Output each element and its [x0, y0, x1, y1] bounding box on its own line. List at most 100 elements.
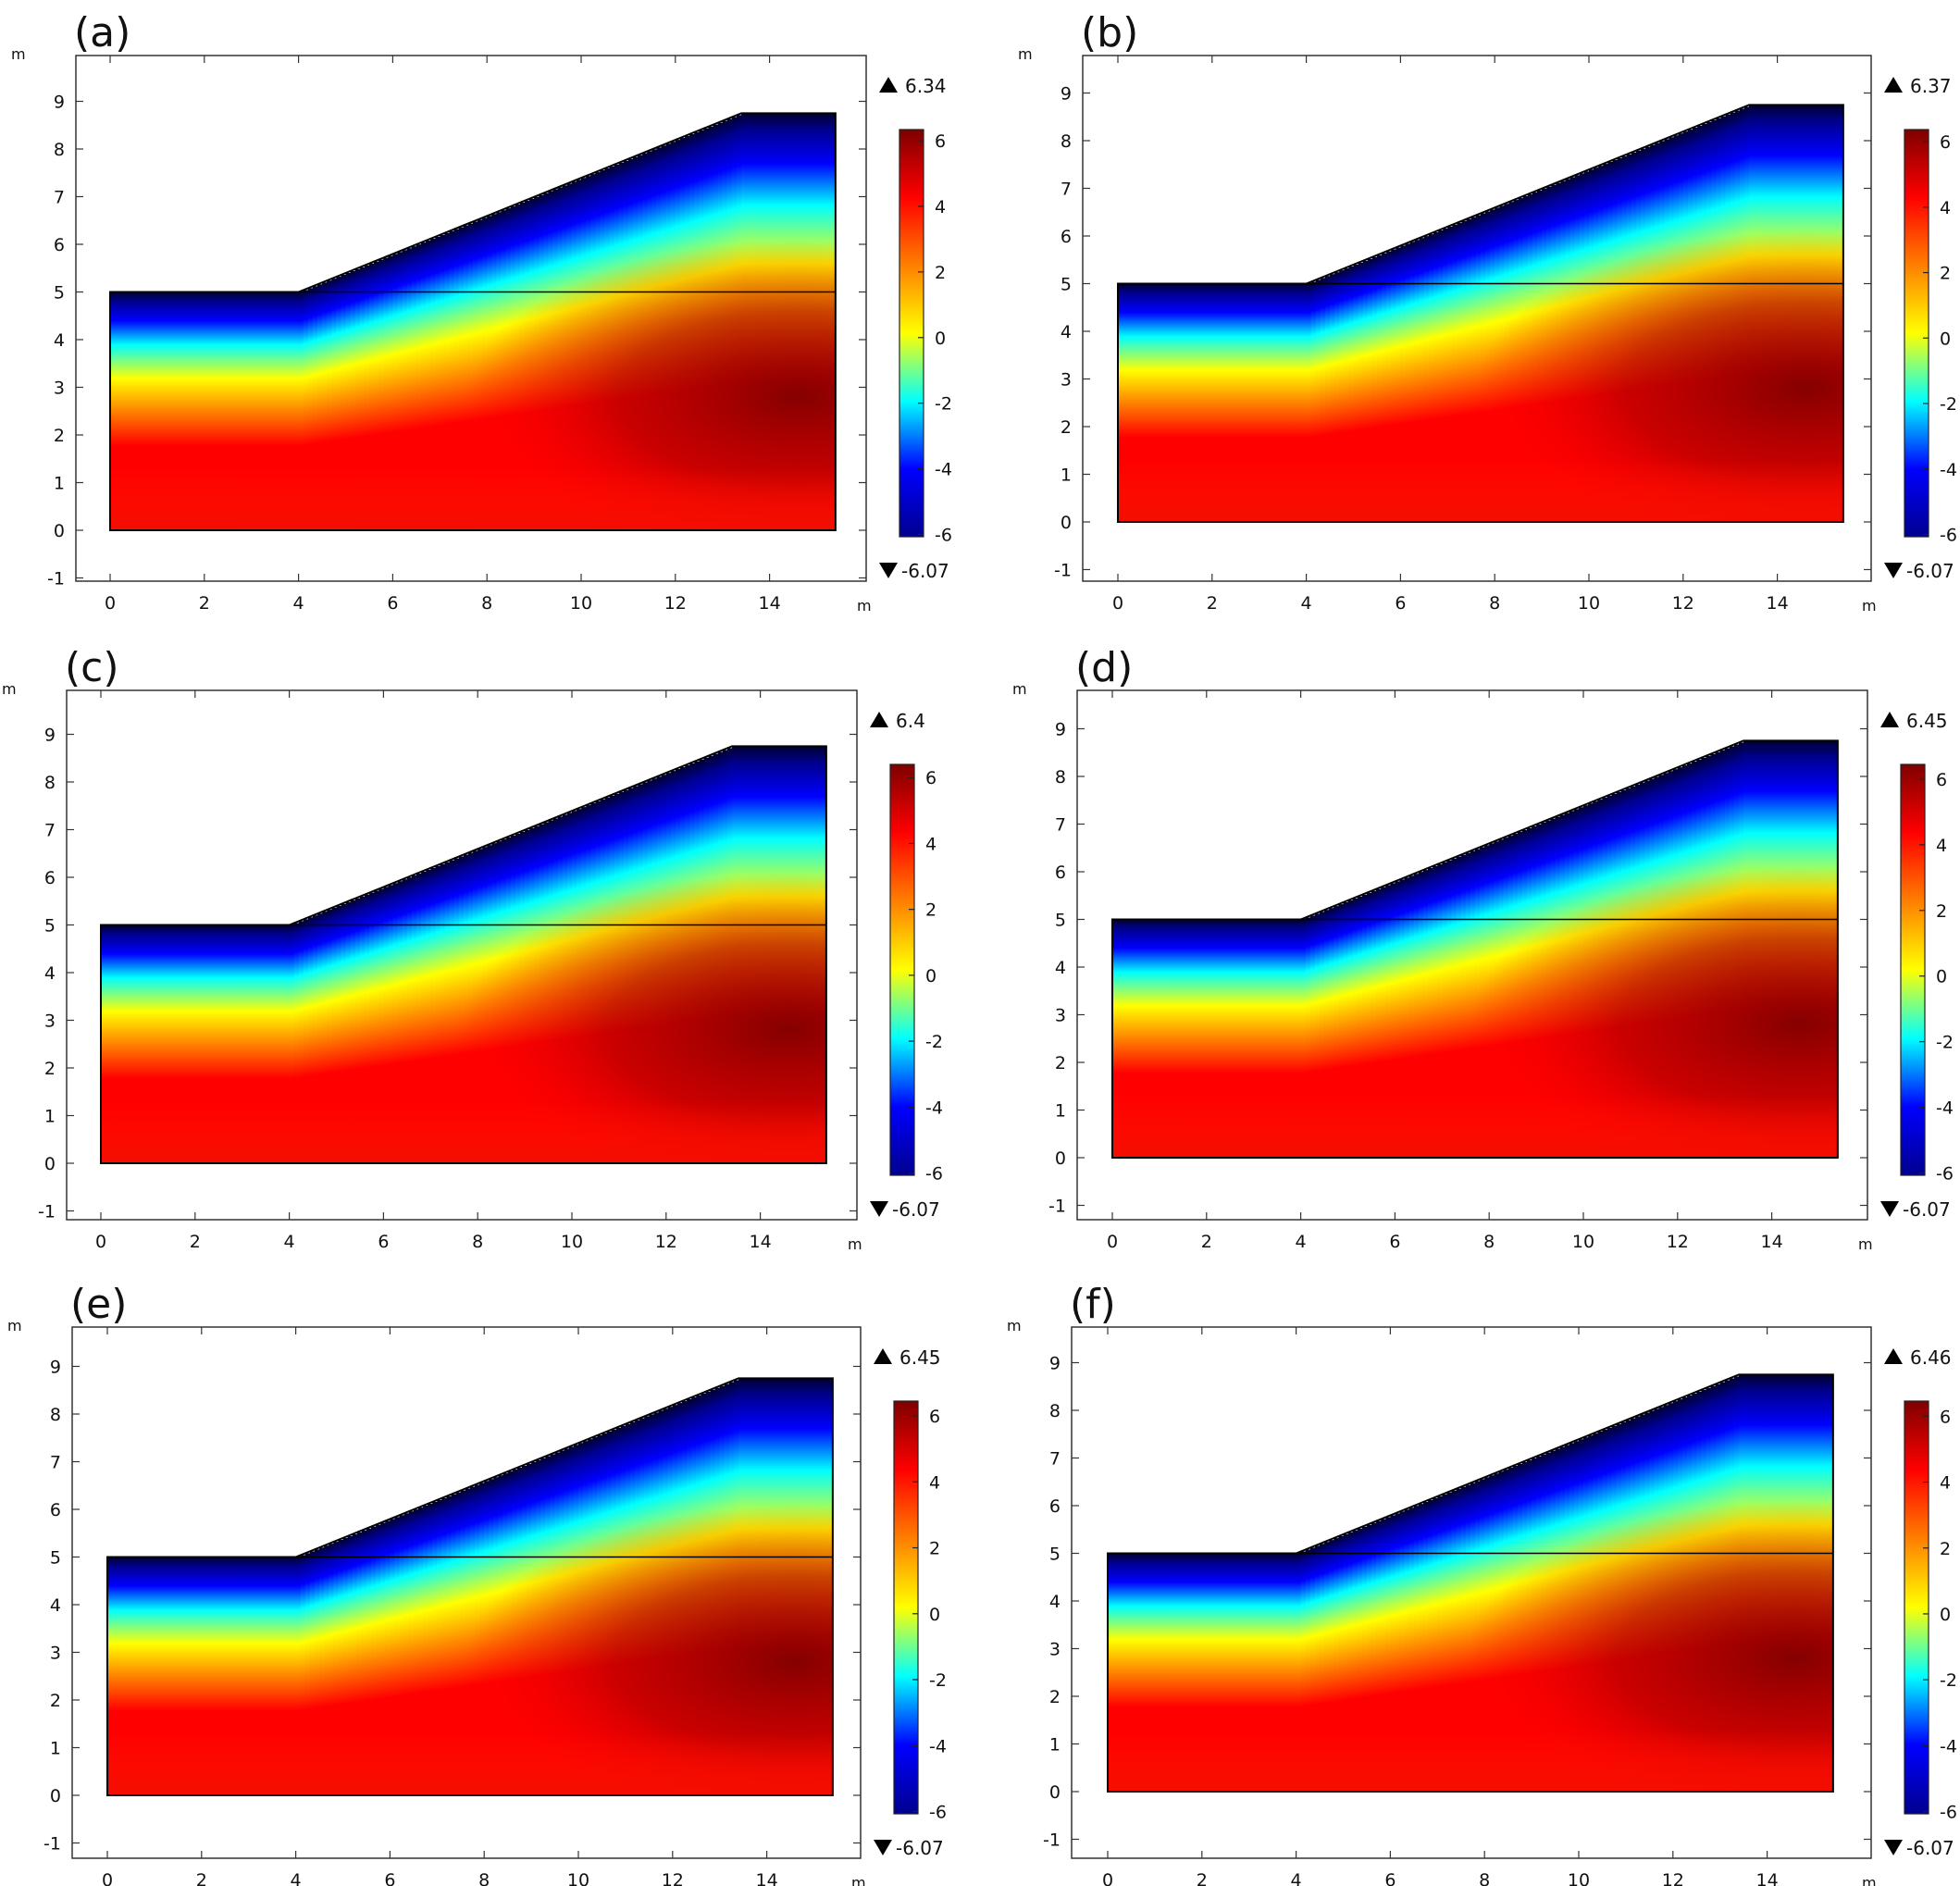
y-tick-label: 6: [44, 868, 56, 888]
y-tick-label: 4: [1055, 958, 1066, 978]
colorbar-tick-label: -6: [1940, 526, 1957, 546]
x-tick-label: 8: [1479, 1870, 1490, 1886]
y-tick-label: -1: [38, 1202, 56, 1222]
panel-label: (d): [1075, 644, 1133, 691]
min-triangle-icon: [870, 1201, 888, 1217]
colorbar-tick-label: 4: [925, 834, 937, 854]
x-tick-label: 0: [105, 593, 116, 614]
max-triangle-icon: [874, 1348, 892, 1364]
y-axis-unit: m: [1007, 1317, 1022, 1334]
y-tick-label: 3: [1055, 1006, 1066, 1026]
y-tick-label: 9: [1055, 720, 1066, 740]
x-tick-label: 10: [1578, 593, 1600, 614]
panel-c: (c)0 2 4 6 8 10 12 14-10123456789mm6420-2-4-66.…: [2, 644, 943, 1253]
y-axis-unit: m: [2, 680, 17, 698]
temperature-field: [1112, 740, 1838, 1158]
colorbar-tick-label: -2: [929, 1670, 947, 1691]
y-tick-label: 4: [54, 330, 65, 351]
colorbar-tick-label: -4: [1940, 1736, 1957, 1756]
x-axis-unit: m: [1858, 1235, 1873, 1253]
y-tick-label: 3: [44, 1011, 56, 1032]
x-axis-unit: m: [1862, 1874, 1877, 1886]
y-tick-label: 8: [50, 1405, 61, 1425]
x-tick-label: 0: [1107, 1232, 1118, 1252]
colorbar-tick-label: 0: [1940, 329, 1951, 349]
y-tick-label: -1: [43, 1834, 61, 1855]
min-triangle-icon: [879, 563, 898, 578]
x-tick-label: 0: [95, 1232, 106, 1252]
y-tick-label: 2: [1061, 417, 1072, 438]
x-tick-label: 12: [655, 1232, 677, 1252]
panel-b: (b)0 2 4 6 8 10 12 14-10123456789mm6420-2-4-66.…: [1018, 9, 1957, 614]
x-tick-label: 12: [662, 1870, 684, 1886]
min-triangle-icon: [1880, 1201, 1899, 1217]
y-tick-label: 9: [54, 93, 65, 113]
x-tick-label: 14: [756, 1870, 778, 1886]
x-tick-label: 10: [1568, 1870, 1590, 1886]
y-tick-label: 6: [54, 235, 65, 255]
y-tick-label: 9: [1049, 1354, 1061, 1374]
colorbar-tick-label: 0: [1936, 967, 1947, 987]
x-tick-label: 0: [1112, 593, 1123, 614]
x-tick-label: 2: [199, 593, 210, 614]
x-tick-label: 6: [1384, 1870, 1396, 1886]
colorbar-tick-label: -2: [935, 394, 952, 415]
colorbar-tick-label: -4: [935, 460, 952, 480]
x-tick-label: 10: [1572, 1232, 1594, 1252]
colorbar-tick-label: 2: [935, 263, 946, 283]
y-tick-label: -1: [47, 569, 65, 589]
y-tick-label: 7: [54, 188, 65, 208]
y-tick-label: 7: [1061, 180, 1072, 200]
y-tick-label: 4: [1049, 1592, 1061, 1612]
x-tick-label: 2: [190, 1232, 201, 1252]
colorbar-max-label: 6.46: [1910, 1346, 1952, 1369]
x-tick-label: 2: [1201, 1232, 1212, 1252]
max-triangle-icon: [1884, 1348, 1903, 1364]
y-tick-label: 1: [44, 1107, 56, 1127]
colorbar-tick-label: 6: [1936, 770, 1947, 790]
colorbar-tick-label: 6: [1940, 1407, 1951, 1427]
y-tick-label: 8: [44, 773, 56, 793]
y-tick-label: 0: [50, 1786, 61, 1806]
colorbar-tick-label: 0: [935, 329, 946, 349]
y-tick-label: 6: [1055, 862, 1066, 883]
colorbar-tick-label: 2: [1936, 901, 1947, 922]
y-tick-label: 0: [54, 521, 65, 541]
x-tick-label: 6: [378, 1232, 389, 1252]
y-axis-unit: m: [11, 45, 26, 63]
plot-frame: [1071, 1326, 1872, 1859]
y-tick-label: 3: [1061, 370, 1072, 391]
x-tick-label: 6: [387, 593, 398, 614]
colorbar-tick-label: 6: [925, 768, 937, 788]
colorbar: [899, 129, 924, 538]
y-tick-label: 7: [44, 821, 56, 841]
colorbar-tick-label: -4: [925, 1098, 943, 1118]
colorbar-min-label: -6.07: [892, 1198, 940, 1221]
colorbar-tick-label: -2: [1936, 1033, 1954, 1053]
colorbar-tick-label: -6: [1940, 1803, 1957, 1823]
x-tick-label: 14: [1761, 1232, 1783, 1252]
colorbar-min-label: -6.07: [896, 1837, 944, 1859]
colorbar-min-label: -6.07: [1906, 1837, 1954, 1859]
colorbar-tick-label: -4: [929, 1736, 947, 1756]
colorbar-tick-label: 6: [1940, 132, 1951, 153]
x-tick-label: 0: [1102, 1870, 1113, 1886]
max-triangle-icon: [879, 77, 898, 93]
y-tick-label: 1: [1061, 465, 1072, 486]
colorbar-tick-label: -6: [929, 1803, 947, 1823]
min-triangle-icon: [1884, 563, 1903, 578]
x-tick-label: 4: [284, 1232, 295, 1252]
max-triangle-icon: [870, 712, 888, 727]
y-tick-label: 6: [1061, 227, 1072, 247]
x-tick-label: 12: [664, 593, 687, 614]
x-tick-label: 4: [1296, 1232, 1307, 1252]
panel-label: (e): [70, 1281, 127, 1328]
colorbar-tick-label: 0: [1940, 1605, 1951, 1625]
plot-frame: [66, 689, 858, 1221]
plot-frame: [75, 55, 867, 582]
y-tick-label: 3: [1049, 1640, 1061, 1660]
x-tick-label: 4: [293, 593, 304, 614]
colorbar-tick-label: 2: [929, 1539, 940, 1559]
plot-frame: [1082, 55, 1872, 582]
